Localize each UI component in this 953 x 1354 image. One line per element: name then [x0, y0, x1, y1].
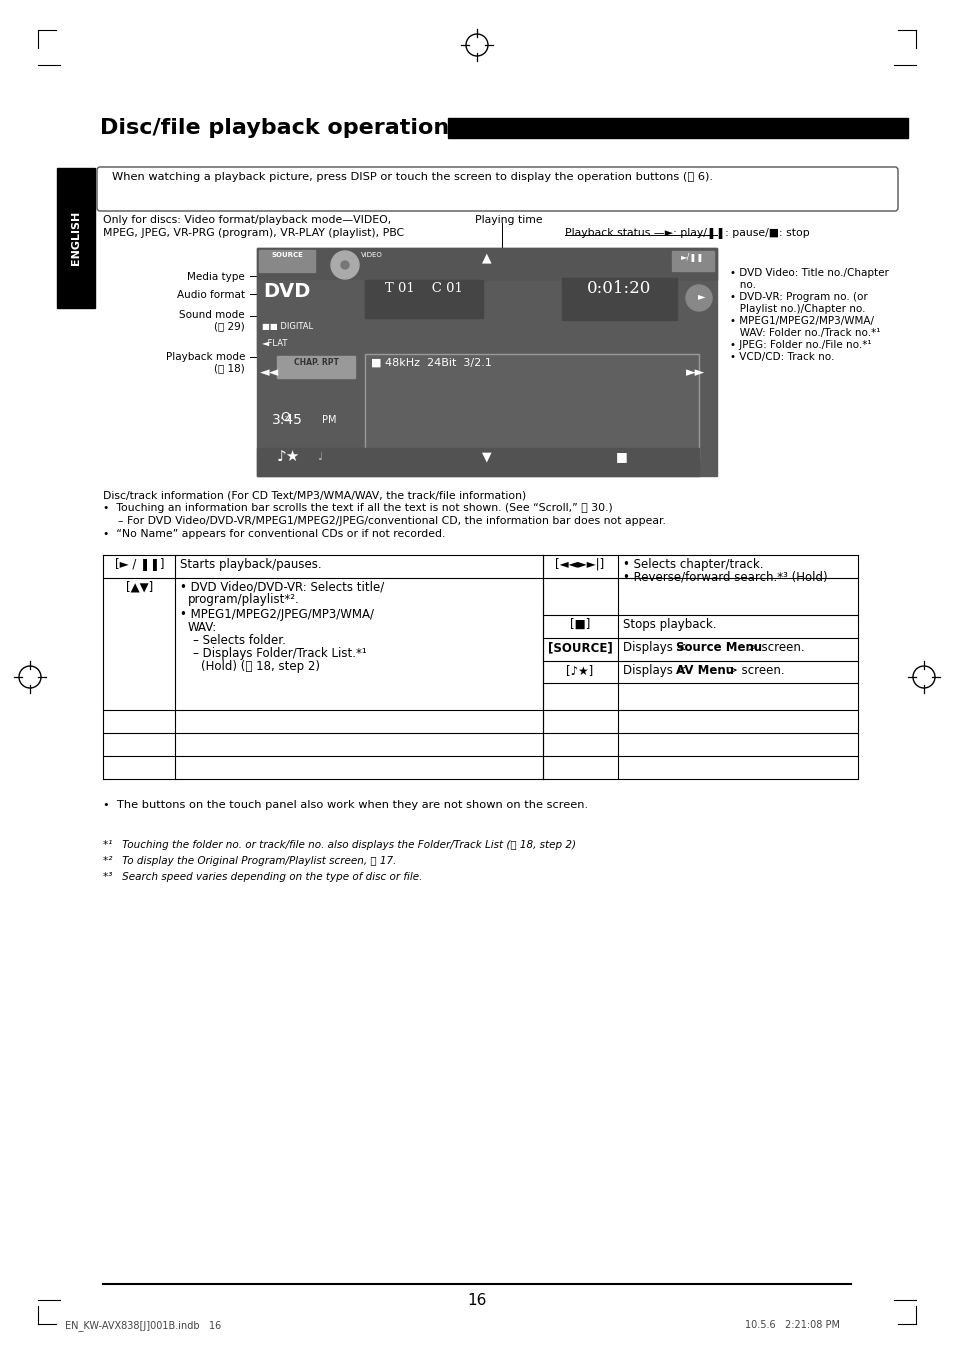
Text: •  “No Name” appears for conventional CDs or if not recorded.: • “No Name” appears for conventional CDs…	[103, 529, 445, 539]
Text: ■ 48kHz  24Bit  3/2.1: ■ 48kHz 24Bit 3/2.1	[371, 357, 492, 368]
Text: Audio format: Audio format	[177, 290, 245, 301]
Text: 3:45: 3:45	[272, 413, 302, 427]
FancyBboxPatch shape	[97, 167, 897, 211]
Text: ▼: ▼	[481, 450, 492, 463]
Text: Displays <: Displays <	[622, 663, 686, 677]
Text: (ⓠ 29): (ⓠ 29)	[214, 321, 245, 330]
Text: ►/❚❚: ►/❚❚	[680, 253, 704, 263]
Text: SOURCE: SOURCE	[271, 252, 303, 259]
Text: [■]: [■]	[569, 617, 590, 631]
Circle shape	[340, 261, 349, 269]
Text: [▲▼]: [▲▼]	[126, 581, 153, 594]
Text: Playlist no.)/Chapter no.: Playlist no.)/Chapter no.	[729, 305, 864, 314]
Text: 0:01:20: 0:01:20	[586, 280, 651, 297]
Text: • Selects chapter/track.: • Selects chapter/track.	[622, 558, 762, 571]
Text: [SOURCE]: [SOURCE]	[547, 640, 612, 654]
Text: Only for discs: Video format/playback mode—VIDEO,: Only for discs: Video format/playback mo…	[103, 215, 391, 225]
Text: Playing time: Playing time	[475, 215, 542, 225]
Text: ◄◄: ◄◄	[260, 366, 279, 379]
Bar	[256, 248, 717, 280]
Text: *²   To display the Original Program/Playlist screen, ⓠ 17.: *² To display the Original Program/Playl…	[103, 856, 395, 867]
Text: • MPEG1/MPEG2/JPEG/MP3/WMA/: • MPEG1/MPEG2/JPEG/MP3/WMA/	[180, 608, 374, 621]
Text: VIDEO: VIDEO	[361, 252, 382, 259]
Text: • MPEG1/MPEG2/MP3/WMA/: • MPEG1/MPEG2/MP3/WMA/	[729, 315, 873, 326]
Text: > screen.: > screen.	[727, 663, 783, 677]
Circle shape	[685, 284, 711, 311]
Bar	[256, 448, 365, 477]
Text: • DVD Video: Title no./Chapter: • DVD Video: Title no./Chapter	[729, 268, 888, 278]
Text: – Selects folder.: – Selects folder.	[193, 634, 286, 647]
Bar	[256, 248, 717, 477]
Text: WAV:: WAV:	[188, 621, 217, 634]
Bar	[365, 353, 699, 460]
Text: program/playlist*².: program/playlist*².	[188, 593, 299, 607]
Bar	[256, 338, 347, 353]
Text: ♪★: ♪★	[276, 450, 300, 464]
Text: • Reverse/forward search.*³ (Hold): • Reverse/forward search.*³ (Hold)	[622, 570, 827, 584]
Text: ▲: ▲	[481, 250, 492, 264]
Text: Stops playback.: Stops playback.	[622, 617, 716, 631]
Text: WAV: Folder no./Track no.*¹: WAV: Folder no./Track no.*¹	[729, 328, 880, 338]
Bar	[671, 250, 713, 271]
Text: MPEG, JPEG, VR-PRG (program), VR-PLAY (playlist), PBC: MPEG, JPEG, VR-PRG (program), VR-PLAY (p…	[103, 227, 404, 238]
Bar	[57, 168, 95, 307]
Bar	[561, 278, 677, 320]
Text: • DVD Video/DVD-VR: Selects title/: • DVD Video/DVD-VR: Selects title/	[180, 581, 384, 594]
Text: ■: ■	[616, 450, 627, 463]
Text: [♪★]: [♪★]	[566, 663, 593, 677]
Bar	[256, 280, 361, 320]
Bar	[276, 356, 355, 378]
Text: When watching a playback picture, press DISP or touch the screen to display the : When watching a playback picture, press …	[112, 172, 712, 181]
Text: – For DVD Video/DVD-VR/MPEG1/MPEG2/JPEG/conventional CD, the information bar doe: – For DVD Video/DVD-VR/MPEG1/MPEG2/JPEG/…	[118, 516, 665, 525]
Bar	[448, 118, 907, 138]
Bar	[365, 448, 699, 477]
Text: ♩: ♩	[316, 452, 322, 462]
Bar	[256, 320, 365, 338]
Text: *¹   Touching the folder no. or track/file no. also displays the Folder/Track Li: *¹ Touching the folder no. or track/file…	[103, 839, 576, 850]
Text: •  The buttons on the touch panel also work when they are not shown on the scree: • The buttons on the touch panel also wo…	[103, 800, 587, 810]
Text: • VCD/CD: Track no.: • VCD/CD: Track no.	[729, 352, 834, 362]
Text: (ⓠ 18): (ⓠ 18)	[214, 363, 245, 372]
Text: > screen.: > screen.	[747, 640, 803, 654]
Text: Disc/file playback operations: Disc/file playback operations	[100, 118, 462, 138]
Text: – Displays Folder/Track List.*¹: – Displays Folder/Track List.*¹	[193, 647, 366, 659]
Bar	[258, 250, 314, 272]
Text: ENGLISH: ENGLISH	[71, 211, 81, 265]
Text: ■■ DIGITAL: ■■ DIGITAL	[262, 322, 313, 330]
Text: ►: ►	[698, 291, 705, 301]
Text: *³   Search speed varies depending on the type of disc or file.: *³ Search speed varies depending on the …	[103, 872, 422, 881]
Text: Playback mode: Playback mode	[166, 352, 245, 362]
Text: ʘ: ʘ	[280, 412, 290, 424]
Text: • JPEG: Folder no./File no.*¹: • JPEG: Folder no./File no.*¹	[729, 340, 871, 349]
Text: (Hold) (ⓠ 18, step 2): (Hold) (ⓠ 18, step 2)	[201, 659, 319, 673]
Text: EN_KW-AVX838[J]001B.indb   16: EN_KW-AVX838[J]001B.indb 16	[65, 1320, 221, 1331]
Text: Source Menu: Source Menu	[676, 640, 761, 654]
Text: Playback status —►: play/❚❚: pause/■: stop: Playback status —►: play/❚❚: pause/■: st…	[564, 227, 809, 240]
Text: [► / ❚❚]: [► / ❚❚]	[115, 558, 165, 571]
Text: T 01    C 01: T 01 C 01	[385, 282, 462, 295]
Text: Displays <: Displays <	[622, 640, 686, 654]
Text: •  Touching an information bar scrolls the text if all the text is not shown. (S: • Touching an information bar scrolls th…	[103, 502, 612, 513]
Text: Sound mode: Sound mode	[179, 310, 245, 320]
Text: AV Menu: AV Menu	[676, 663, 733, 677]
Bar	[365, 280, 482, 318]
Text: • DVD-VR: Program no. (or: • DVD-VR: Program no. (or	[729, 292, 867, 302]
Text: ◄FLAT: ◄FLAT	[262, 338, 288, 348]
Text: CHAP. RPT: CHAP. RPT	[294, 357, 338, 367]
Text: Media type: Media type	[187, 272, 245, 282]
Circle shape	[331, 250, 358, 279]
Text: 10.5.6   2:21:08 PM: 10.5.6 2:21:08 PM	[744, 1320, 840, 1330]
Text: no.: no.	[729, 280, 755, 290]
Text: [◄◄►►|]: [◄◄►►|]	[555, 558, 604, 571]
Text: Disc/track information (For CD Text/MP3/WMA/WAV, the track/file information): Disc/track information (For CD Text/MP3/…	[103, 490, 526, 500]
Text: ►►: ►►	[685, 366, 704, 379]
Text: PM: PM	[322, 414, 336, 425]
Text: DVD: DVD	[263, 282, 310, 301]
Text: Starts playback/pauses.: Starts playback/pauses.	[180, 558, 321, 571]
Text: 16: 16	[467, 1293, 486, 1308]
Bar	[365, 353, 699, 460]
